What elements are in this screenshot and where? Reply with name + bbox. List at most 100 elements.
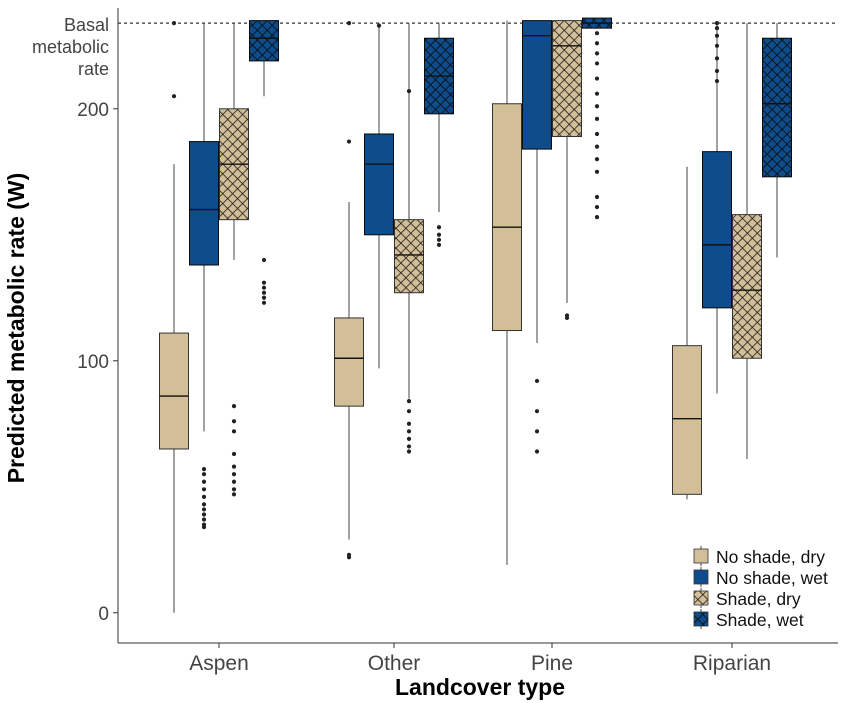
outlier-point: [261, 300, 267, 305]
legend-label: Shade, dry: [716, 589, 801, 609]
outlier-point: [261, 257, 267, 263]
legend-label: Shade, wet: [716, 610, 804, 630]
outlier-point: [201, 479, 207, 484]
outlier-point: [436, 232, 442, 237]
outlier-point: [714, 68, 720, 74]
outlier-point: [346, 21, 352, 26]
outlier-point: [714, 78, 720, 84]
outlier-point: [231, 419, 237, 424]
outlier-point: [231, 451, 237, 457]
outlier-point: [406, 89, 412, 94]
box-other-no-shade-wet: [364, 23, 394, 369]
legend-item: Shade, dry: [693, 588, 801, 609]
legend-item: Shade, wet: [693, 609, 804, 630]
outlier-point: [201, 502, 207, 507]
outlier-point: [594, 41, 600, 46]
outlier-point: [406, 409, 412, 414]
box-iqr: [249, 20, 279, 62]
outlier-point: [201, 512, 207, 517]
outlier-point: [406, 398, 412, 404]
outlier-point: [714, 43, 720, 48]
box-pine-shade-dry: [552, 20, 582, 321]
box-iqr: [159, 332, 189, 450]
outlier-point: [201, 467, 207, 472]
box-aspen-shade-wet: [249, 20, 279, 305]
outlier-point: [714, 33, 720, 38]
legend-key: [693, 590, 709, 606]
outlier-point: [436, 225, 442, 230]
box-riparian-shade-wet: [762, 23, 792, 258]
box-aspen-no-shade-wet: [189, 23, 219, 530]
x-tick-label-aspen: Aspen: [189, 652, 249, 675]
outlier-point: [594, 61, 600, 66]
box-pine-no-shade-wet: [522, 20, 552, 454]
outlier-point: [534, 409, 540, 414]
y-tick-label-0: 0: [98, 604, 109, 625]
outlier-point: [231, 492, 237, 497]
outlier-point: [594, 215, 600, 220]
outlier-point: [346, 552, 352, 557]
box-iqr: [552, 20, 582, 138]
outlier-point: [594, 91, 600, 96]
y-tick-label-200: 200: [77, 100, 109, 121]
box-iqr: [762, 37, 792, 178]
outlier-point: [261, 280, 267, 285]
box-iqr: [394, 219, 424, 294]
legend-key: [693, 569, 709, 585]
box-riparian-shade-dry: [732, 23, 762, 460]
outlier-point: [594, 116, 600, 121]
outlier-point: [594, 131, 600, 137]
outlier-point: [436, 237, 442, 242]
box-iqr: [672, 345, 702, 495]
x-tick-label-riparian: Riparian: [693, 652, 771, 675]
box-iqr: [702, 151, 732, 309]
outlier-point: [231, 472, 237, 477]
outlier-point: [594, 194, 600, 200]
outlier-point: [231, 429, 237, 434]
legend-label: No shade, dry: [716, 547, 825, 567]
outlier-point: [406, 421, 412, 426]
box-iqr: [492, 103, 522, 332]
outlier-point: [261, 285, 267, 290]
outlier-point: [201, 522, 207, 527]
x-tick-label-other: Other: [368, 652, 421, 675]
outlier-point: [406, 436, 412, 441]
legend-item: No shade, wet: [693, 567, 828, 588]
box-pine-shade-wet: [582, 17, 612, 220]
box-riparian-no-shade-dry: [672, 166, 702, 500]
outlier-point: [406, 449, 412, 454]
outlier-point: [201, 472, 207, 477]
outlier-point: [714, 21, 720, 26]
box-aspen-shade-dry: [219, 23, 249, 497]
outlier-point: [594, 31, 600, 36]
outlier-point: [714, 26, 720, 31]
outlier-point: [594, 204, 600, 210]
axes: Landcover type Predicted metabolic rate …: [3, 8, 838, 700]
outlier-point: [594, 104, 600, 109]
legend-item: No shade, dry: [693, 546, 825, 567]
box-iqr: [364, 133, 394, 236]
outlier-point: [534, 429, 540, 434]
legend-key: [693, 548, 709, 564]
box-iqr: [189, 141, 219, 266]
box-aspen-no-shade-dry: [159, 21, 189, 613]
basal-rate-label-line: Basal: [64, 15, 109, 35]
outlier-point: [594, 169, 600, 174]
outlier-point: [201, 507, 207, 512]
box-iqr: [732, 214, 762, 359]
outlier-point: [534, 449, 540, 454]
outlier-point: [534, 378, 540, 384]
outlier-point: [594, 76, 600, 81]
x-tick-label-pine: Pine: [531, 652, 573, 675]
outlier-point: [436, 242, 442, 247]
outlier-point: [231, 479, 237, 484]
box-riparian-no-shade-wet: [702, 21, 732, 394]
box-iqr: [334, 317, 364, 407]
outlier-point: [564, 313, 570, 318]
box-iqr: [522, 20, 552, 150]
outlier-point: [594, 157, 600, 162]
outlier-point: [231, 404, 237, 409]
x-axis-label: Landcover type: [395, 674, 565, 700]
